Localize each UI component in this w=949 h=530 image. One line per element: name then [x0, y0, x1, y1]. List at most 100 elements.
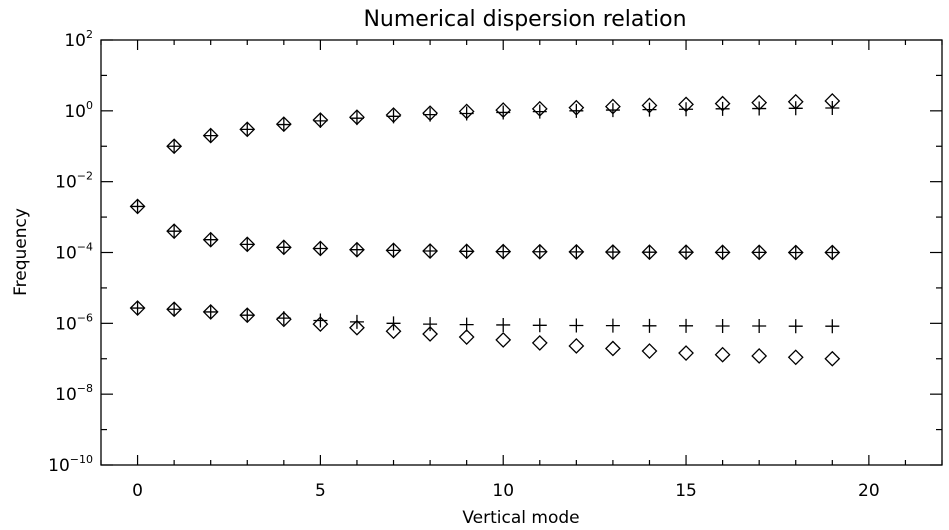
y-tick-exponent: 0 — [86, 99, 93, 112]
plus-marker — [423, 317, 438, 332]
plus-marker — [386, 109, 401, 124]
plus-marker — [496, 244, 511, 259]
plus-marker — [240, 122, 255, 137]
diamond-marker — [166, 138, 183, 155]
y-tick-base: 10 — [48, 456, 70, 476]
y-tick-label: 10−2 — [55, 170, 93, 193]
diamond-marker — [349, 319, 365, 336]
plus-marker — [642, 318, 657, 333]
diamond-marker — [531, 100, 548, 117]
diamond-marker — [312, 112, 329, 128]
x-tick-label: 5 — [315, 481, 326, 501]
diamond-marker — [641, 244, 658, 261]
plus-marker — [679, 318, 694, 333]
plus-marker — [679, 245, 694, 260]
diamond-marker — [824, 350, 841, 367]
diamond-marker — [568, 338, 585, 354]
y-tick-base: 10 — [55, 385, 77, 405]
y-tick-exponent: −10 — [70, 453, 93, 466]
plus-marker — [825, 319, 840, 334]
plus-marker — [167, 224, 182, 239]
diamond-marker — [349, 109, 365, 126]
axis-ticks — [100, 39, 943, 466]
diamond-marker — [604, 244, 621, 260]
plus-marker — [679, 102, 694, 117]
diamond-marker — [568, 243, 585, 260]
diamond-marker — [678, 244, 694, 261]
diamond-marker — [166, 223, 183, 240]
diamond-marker — [787, 93, 804, 110]
x-tick-label: 15 — [675, 481, 697, 501]
chart-title: Numerical dispersion relation — [363, 7, 686, 32]
diamond-marker — [458, 103, 475, 120]
diamond-marker — [678, 345, 694, 361]
diamond-marker — [714, 95, 731, 112]
diamond-marker — [824, 244, 841, 261]
diamond-marker — [385, 242, 402, 259]
y-tick-exponent: −2 — [77, 170, 93, 183]
plus-marker — [532, 244, 547, 259]
diamond-marker — [678, 96, 694, 113]
plus-marker — [313, 113, 328, 128]
plus-marker — [569, 318, 584, 333]
plus-marker — [167, 302, 182, 317]
plus-marker — [276, 240, 291, 255]
x-axis-label: Vertical mode — [462, 508, 579, 528]
plot-frame — [100, 39, 943, 466]
diamond-marker — [604, 98, 621, 115]
diamond-marker — [385, 323, 402, 340]
diamond-marker — [349, 241, 365, 258]
diamond-marker — [604, 340, 621, 357]
data-markers — [129, 93, 841, 367]
y-tick-exponent: −6 — [77, 311, 93, 324]
diamond-marker — [312, 240, 329, 257]
plus-marker — [313, 241, 328, 256]
diamond-marker — [824, 93, 841, 109]
diamond-marker — [641, 343, 658, 359]
diamond-marker — [275, 311, 292, 328]
diamond-marker — [458, 243, 475, 260]
y-tick-base: 10 — [55, 173, 77, 193]
plus-marker — [203, 128, 218, 143]
y-tick-exponent: −4 — [77, 241, 93, 254]
plus-marker — [642, 102, 657, 117]
diamond-marker — [787, 349, 804, 366]
diamond-marker — [385, 107, 402, 123]
plus-marker — [349, 242, 364, 257]
diamond-marker — [129, 198, 146, 215]
plus-marker — [605, 245, 620, 260]
plus-marker — [642, 245, 657, 260]
y-tick-base: 10 — [55, 314, 77, 334]
plus-marker — [349, 314, 364, 329]
plus-marker — [240, 237, 255, 252]
x-tick-label: 20 — [858, 481, 880, 501]
y-tick-label: 102 — [64, 28, 93, 51]
y-tick-exponent: 2 — [86, 28, 93, 41]
diamond-marker — [751, 348, 768, 364]
y-axis-label: Frequency — [11, 208, 31, 296]
diamond-marker — [495, 332, 512, 348]
diamond-marker — [422, 105, 439, 122]
plus-marker — [605, 318, 620, 333]
diamond-marker — [714, 346, 731, 363]
plus-marker — [715, 319, 730, 334]
plus-marker — [313, 313, 328, 328]
diamond-marker — [275, 116, 292, 133]
diamond-marker — [202, 304, 219, 320]
plus-marker — [459, 244, 474, 259]
plus-marker — [130, 199, 145, 214]
plus-marker — [752, 245, 767, 260]
diamond-marker — [129, 300, 146, 316]
plus-marker — [386, 243, 401, 258]
diamond-marker — [239, 121, 256, 138]
diamond-marker — [531, 243, 548, 260]
y-tick-base: 10 — [64, 31, 86, 51]
diamond-marker — [458, 329, 475, 345]
diamond-marker — [714, 244, 731, 261]
y-tick-label: 10−8 — [55, 382, 93, 405]
diamond-marker — [202, 231, 219, 248]
diamond-marker — [495, 243, 512, 260]
plus-marker — [715, 101, 730, 116]
y-tick-exponent: −8 — [77, 382, 93, 395]
